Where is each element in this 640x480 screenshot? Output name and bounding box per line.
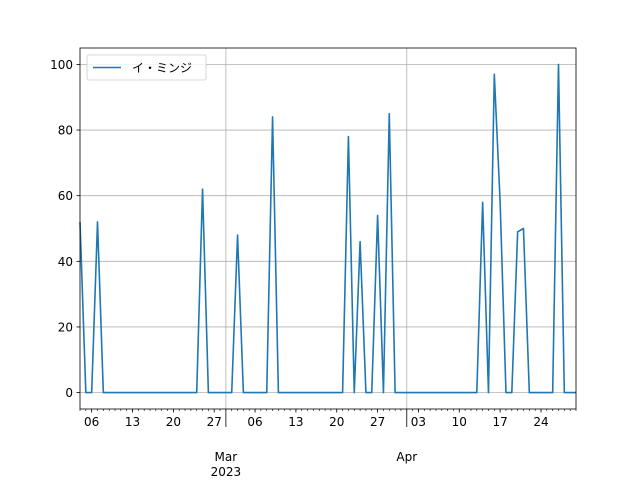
x-week-tick-label: 17 [493,415,508,429]
y-tick-label: 40 [58,255,73,269]
y-tick-label: 20 [58,320,73,334]
x-week-tick-label: 27 [370,415,385,429]
y-tick-label: 100 [50,58,73,72]
x-year-label: 2023 [211,465,242,479]
y-tick-label: 60 [58,189,73,203]
x-week-tick-label: 06 [247,415,262,429]
x-week-tick-label: 20 [329,415,344,429]
x-week-tick-label: 27 [207,415,222,429]
x-week-tick-label: 10 [452,415,467,429]
y-axis: 0 20 40 60 80 100 [50,58,80,400]
x-week-tick-label: 06 [84,415,99,429]
y-tick-label: 0 [65,386,73,400]
x-week-tick-label: 13 [125,415,140,429]
x-week-tick-label: 24 [533,415,548,429]
x-month-label: Apr [396,450,417,464]
legend-box [86,54,207,81]
x-month-label: Mar [215,450,238,464]
y-tick-label: 80 [58,124,73,138]
series-line-0 [79,63,576,394]
x-week-tick-label: 20 [166,415,181,429]
series-layer [79,63,576,394]
x-week-tick-label: 03 [411,415,426,429]
legend: イ・ミンジ [86,54,207,81]
plot-frame [79,47,577,410]
x-week-tick-label: 13 [288,415,303,429]
x-axis: 06 13 20 27 06 13 20 27 03 10 17 24 Mar Apr 2023 [79,409,577,479]
legend-label: イ・ミンジ [132,61,192,75]
